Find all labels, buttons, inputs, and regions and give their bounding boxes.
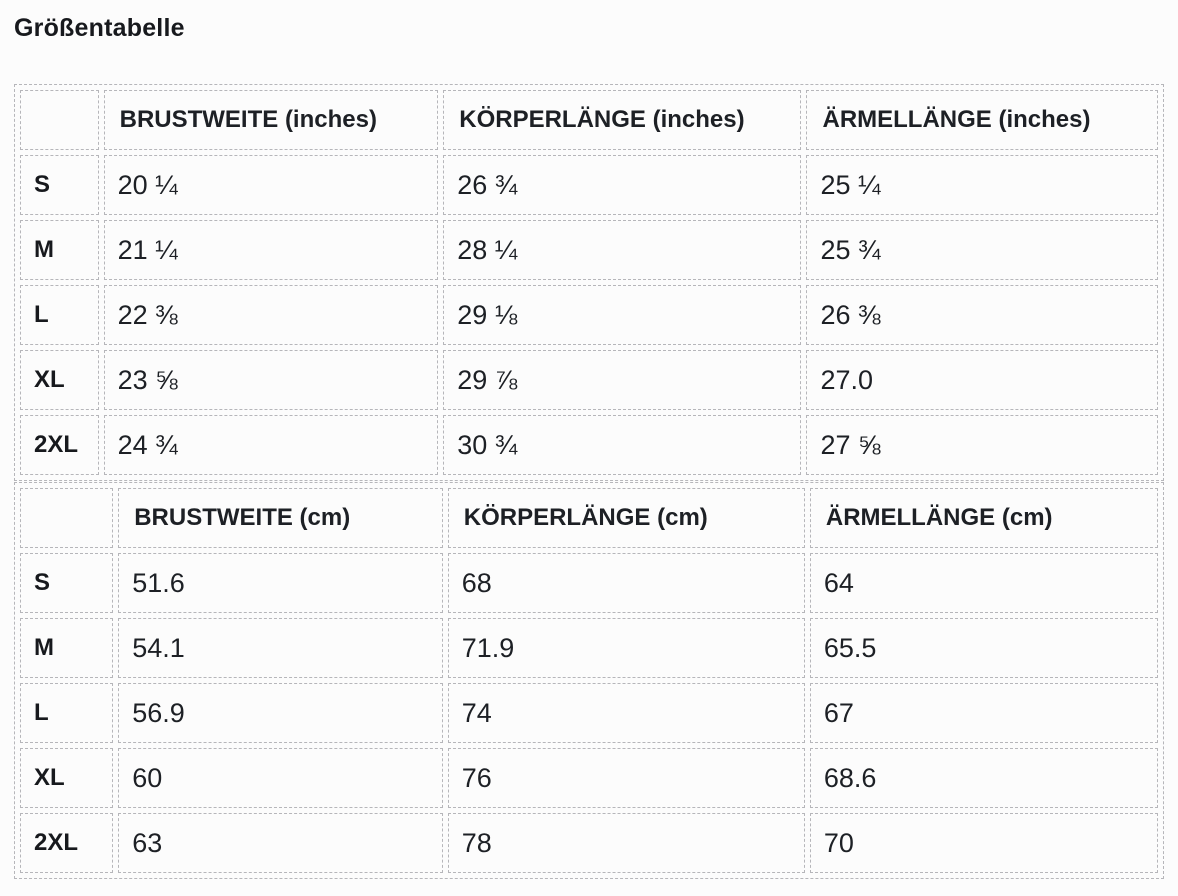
size-label: 2XL — [20, 813, 114, 873]
measurement-value: 28 ¼ — [443, 220, 802, 280]
corner-cell — [20, 90, 99, 150]
measurement-value: 70 — [809, 813, 1158, 873]
size-label: XL — [20, 748, 114, 808]
page-title: Größentabelle — [14, 14, 185, 42]
size-table-cm: BRUSTWEITE (cm) KÖRPERLÄNGE (cm) ÄRMELLÄNG… — [14, 482, 1164, 879]
measurement-value: 68 — [447, 553, 805, 613]
size-label: 2XL — [20, 415, 99, 475]
column-header: KÖRPERLÄNGE (inches) — [443, 90, 802, 150]
measurement-value: 78 — [447, 813, 805, 873]
table-row: 2XL 63 78 70 — [20, 813, 1158, 873]
size-label: M — [20, 220, 99, 280]
measurement-value: 29 ⅛ — [443, 285, 802, 345]
table-row: S 51.6 68 64 — [20, 553, 1158, 613]
measurement-value: 20 ¼ — [103, 155, 439, 215]
size-label: S — [20, 553, 114, 613]
column-header: ÄRMELLÄNGE (cm) — [809, 488, 1158, 548]
measurement-value: 51.6 — [118, 553, 443, 613]
measurement-value: 22 ⅜ — [103, 285, 439, 345]
measurement-value: 26 ⅜ — [806, 285, 1158, 345]
measurement-value: 30 ¾ — [443, 415, 802, 475]
measurement-value: 56.9 — [118, 683, 443, 743]
table-row: M 54.1 71.9 65.5 — [20, 618, 1158, 678]
header-row: BRUSTWEITE (inches) KÖRPERLÄNGE (inches) Ä… — [20, 90, 1158, 150]
table-row: 2XL 24 ¾ 30 ¾ 27 ⅝ — [20, 415, 1158, 475]
measurement-value: 74 — [447, 683, 805, 743]
size-label: M — [20, 618, 114, 678]
measurement-value: 23 ⅝ — [103, 350, 439, 410]
measurement-value: 68.6 — [809, 748, 1158, 808]
measurement-value: 25 ¾ — [806, 220, 1158, 280]
measurement-value: 27 ⅝ — [806, 415, 1158, 475]
measurement-value: 64 — [809, 553, 1158, 613]
measurement-value: 54.1 — [118, 618, 443, 678]
column-header: BRUSTWEITE (cm) — [118, 488, 443, 548]
size-label: S — [20, 155, 99, 215]
measurement-value: 24 ¾ — [103, 415, 439, 475]
measurement-value: 25 ¼ — [806, 155, 1158, 215]
size-label: L — [20, 285, 99, 345]
table-row: XL 60 76 68.6 — [20, 748, 1158, 808]
measurement-value: 26 ¾ — [443, 155, 802, 215]
measurement-value: 65.5 — [809, 618, 1158, 678]
column-header: BRUSTWEITE (inches) — [103, 90, 439, 150]
size-label: XL — [20, 350, 99, 410]
table-row: L 56.9 74 67 — [20, 683, 1158, 743]
measurement-value: 76 — [447, 748, 805, 808]
column-header: KÖRPERLÄNGE (cm) — [447, 488, 805, 548]
table-row: M 21 ¼ 28 ¼ 25 ¾ — [20, 220, 1158, 280]
corner-cell — [20, 488, 114, 548]
measurement-value: 63 — [118, 813, 443, 873]
measurement-value: 27.0 — [806, 350, 1158, 410]
size-label: L — [20, 683, 114, 743]
measurement-value: 67 — [809, 683, 1158, 743]
table-row: L 22 ⅜ 29 ⅛ 26 ⅜ — [20, 285, 1158, 345]
measurement-value: 60 — [118, 748, 443, 808]
table-row: XL 23 ⅝ 29 ⅞ 27.0 — [20, 350, 1158, 410]
size-table-inches: BRUSTWEITE (inches) KÖRPERLÄNGE (inches) Ä… — [14, 84, 1164, 481]
header-row: BRUSTWEITE (cm) KÖRPERLÄNGE (cm) ÄRMELLÄNG… — [20, 488, 1158, 548]
measurement-value: 21 ¼ — [103, 220, 439, 280]
table-row: S 20 ¼ 26 ¾ 25 ¼ — [20, 155, 1158, 215]
measurement-value: 29 ⅞ — [443, 350, 802, 410]
column-header: ÄRMELLÄNGE (inches) — [806, 90, 1158, 150]
measurement-value: 71.9 — [447, 618, 805, 678]
